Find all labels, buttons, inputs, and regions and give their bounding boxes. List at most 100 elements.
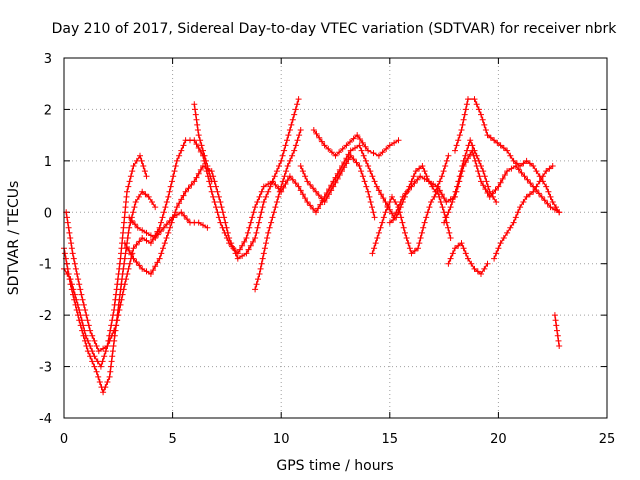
data-point (102, 384, 109, 391)
data-point (126, 260, 133, 267)
data-point (352, 145, 358, 151)
data-point (202, 157, 209, 164)
data-point (417, 235, 424, 241)
data-point (485, 183, 492, 190)
data-point (482, 127, 489, 133)
data-point (416, 240, 423, 247)
data-point (441, 195, 448, 202)
data-point (362, 143, 369, 150)
data-point (272, 204, 279, 211)
data-point (343, 142, 350, 149)
y-tick-label: -4 (39, 412, 52, 427)
data-point (347, 147, 354, 154)
data-point (143, 229, 150, 236)
data-point (397, 204, 404, 211)
data-point (297, 163, 304, 169)
data-point (302, 195, 309, 202)
data-point (438, 173, 445, 180)
data-point (518, 169, 525, 176)
data-point (145, 193, 152, 200)
data-point (74, 271, 80, 277)
data-point (523, 157, 530, 164)
data-point (78, 317, 85, 324)
y-tick-label: 1 (44, 155, 52, 170)
data-point (310, 127, 317, 133)
data-point (208, 178, 215, 185)
data-point (264, 235, 271, 241)
data-point (390, 217, 397, 223)
data-point (117, 301, 124, 308)
data-point (272, 181, 279, 188)
data-point (133, 241, 140, 248)
data-point (286, 127, 293, 133)
data-point (221, 214, 228, 221)
data-point (405, 240, 412, 247)
data-point (181, 212, 188, 219)
data-point (533, 183, 540, 190)
data-point (118, 296, 125, 303)
data-point (462, 250, 469, 257)
data-point (111, 327, 117, 334)
data-point (82, 332, 89, 339)
data-point (282, 142, 289, 149)
data-point (124, 188, 130, 195)
data-point (219, 209, 226, 216)
data-point (530, 188, 537, 195)
data-point (339, 168, 345, 175)
data-point (420, 224, 427, 231)
data-point (374, 235, 381, 241)
data-point (535, 190, 542, 197)
data-point (501, 172, 508, 178)
data-point (547, 204, 554, 211)
data-point (269, 178, 276, 185)
data-point (403, 235, 410, 241)
data-point (281, 173, 288, 180)
data-point (182, 188, 189, 195)
data-point (110, 343, 117, 349)
series-arc-15 (491, 163, 556, 262)
x-tick-label: 5 (168, 432, 176, 447)
series-arc-2 (61, 152, 150, 370)
data-point (415, 245, 421, 252)
data-point (265, 229, 272, 236)
data-point (198, 142, 205, 149)
data-point (520, 160, 527, 167)
data-point (78, 291, 85, 298)
data-point (424, 209, 431, 216)
data-point (473, 101, 480, 108)
data-point (334, 175, 341, 182)
data-point (271, 173, 278, 180)
data-point (176, 200, 183, 207)
data-point (195, 132, 202, 139)
data-point (291, 111, 298, 118)
data-point (445, 224, 451, 231)
data-point (100, 389, 107, 396)
data-point (304, 199, 311, 205)
data-point (441, 219, 448, 226)
data-point (258, 188, 265, 195)
data-point (520, 199, 527, 205)
data-point (125, 183, 132, 190)
data-point (399, 199, 406, 205)
data-point (461, 111, 468, 118)
data-point (263, 193, 269, 200)
data-point (297, 127, 304, 133)
data-point (124, 244, 130, 250)
data-point (110, 312, 116, 319)
data-point (517, 163, 524, 169)
data-point (77, 286, 84, 293)
data-point (106, 373, 113, 380)
data-point (354, 132, 361, 139)
data-point (389, 193, 395, 200)
data-point (281, 147, 288, 154)
data-point (304, 178, 311, 185)
data-point (463, 147, 470, 154)
data-point (167, 224, 173, 231)
data-point (345, 156, 352, 163)
data-point (97, 363, 104, 370)
x-tick-labels: 0 5 10 15 20 25 (60, 432, 615, 447)
data-point (510, 157, 517, 164)
data-point (247, 219, 254, 226)
data-point (497, 142, 504, 149)
data-point (72, 265, 79, 272)
